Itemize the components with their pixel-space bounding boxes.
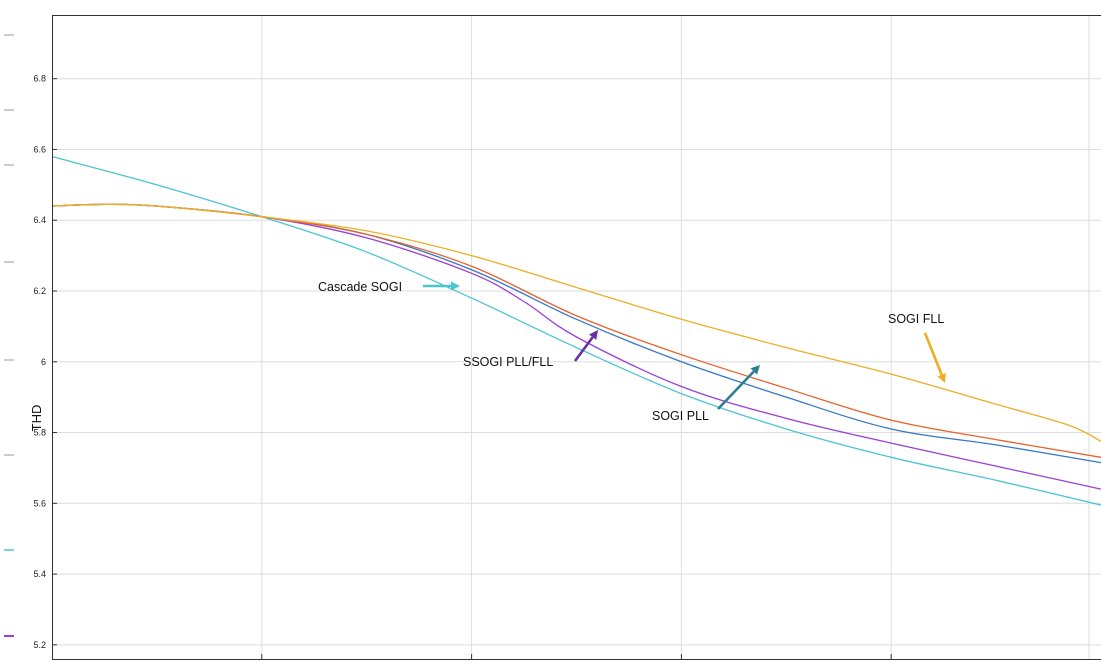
- annotation-arrow-head: [589, 330, 598, 340]
- y-tick-label: 6.2: [33, 286, 46, 296]
- series-line-sogi-fll: [51, 203, 1101, 442]
- y-tick-label: 5.6: [33, 498, 46, 508]
- grid-layer: [52, 15, 1101, 659]
- y-tick-label: 6: [41, 357, 46, 367]
- y-tick-label: 5.2: [33, 640, 46, 650]
- axes-layer: 5.2 5.4 5.6 5.8 6 6.2 6.4 6.6 6.8: [33, 15, 1101, 660]
- annotation-arrow-shaft: [573, 336, 594, 362]
- annotation-layer: Cascade SOGI SSOGI PLL/FLL SOGI PLL SOGI FL…: [318, 280, 946, 423]
- annotation-sogi-pll: SOGI PLL: [652, 365, 760, 423]
- annotation-label: SOGI PLL: [652, 409, 709, 423]
- annotation-cascade-sogi: Cascade SOGI: [318, 280, 460, 294]
- annotation-arrow-head: [451, 281, 460, 291]
- y-tick-label: 5.4: [33, 569, 46, 579]
- y-tick-label: 6.4: [33, 215, 46, 225]
- annotation-arrow-shaft: [923, 332, 943, 376]
- series-line-unlabelled: [51, 203, 1101, 458]
- annotation-arrow-head: [750, 365, 760, 375]
- annotation-arrow-head: [937, 372, 946, 383]
- annotation-label: Cascade SOGI: [318, 280, 402, 294]
- annotation-label: SOGI FLL: [888, 312, 944, 326]
- y-tick-label: 6.6: [33, 144, 46, 154]
- y-tick-label: 5.8: [33, 428, 46, 438]
- annotation-arrow-shaft: [717, 370, 755, 410]
- series-line-ssogi-pll-fll: [51, 203, 1101, 490]
- y-axis-label: THD: [29, 405, 44, 432]
- series-line-cascade-sogi: [51, 155, 1101, 506]
- y-tick-label: 6.8: [33, 74, 46, 84]
- series-layer: [51, 155, 1101, 506]
- annotation-label: SSOGI PLL/FLL: [463, 355, 553, 369]
- series-line-sogi-pll: [51, 203, 1101, 464]
- left-edge-marks: [4, 34, 14, 637]
- plot-frame: [52, 15, 1101, 660]
- annotation-ssogi-pll-fll: SSOGI PLL/FLL: [463, 330, 598, 369]
- annotation-sogi-fll: SOGI FLL: [888, 312, 946, 383]
